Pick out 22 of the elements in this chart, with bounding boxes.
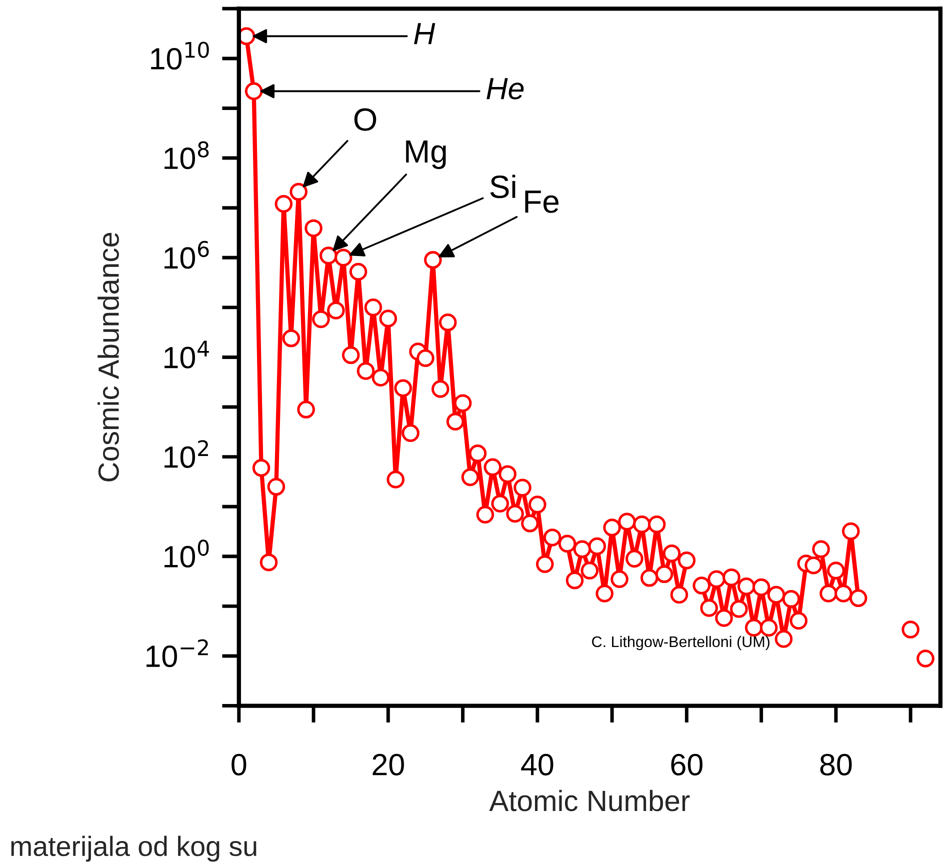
text: materijala od kog su [11, 836, 256, 862]
y-tick-label: 10$^{10}$ [151, 42, 209, 70]
x-tick-label: 0 [232, 754, 246, 776]
x-axis-title: Atomic Number [489, 790, 690, 812]
x-tick-label: 40 [521, 754, 554, 776]
x-tick-label: 60 [671, 754, 702, 776]
y-tick-label: 10$^{4}$ [164, 340, 209, 368]
x-tick-label: 20 [372, 754, 404, 776]
y-tick-label: 10$^{2}$ [164, 440, 208, 468]
y-tick-label: 10$^{0}$ [164, 540, 209, 568]
annotation: C. Lithgow-Bertelloni (UM) [592, 636, 770, 650]
y-axis-title: Cosmic Abundance [98, 232, 119, 482]
x-tick-label: 80 [820, 754, 852, 776]
annotation: Si [490, 174, 516, 198]
annotation: H [414, 23, 436, 44]
annotation: Mg [406, 140, 446, 170]
annotation: Fe [525, 190, 558, 213]
y-tick-label: 10$^{8}$ [164, 141, 209, 170]
annotation: O [354, 108, 376, 131]
annotation: He [486, 78, 524, 100]
y-tick-label: 10$^{6}$ [164, 240, 209, 269]
y-tick-label: 10$^{−2}$ [146, 639, 208, 668]
